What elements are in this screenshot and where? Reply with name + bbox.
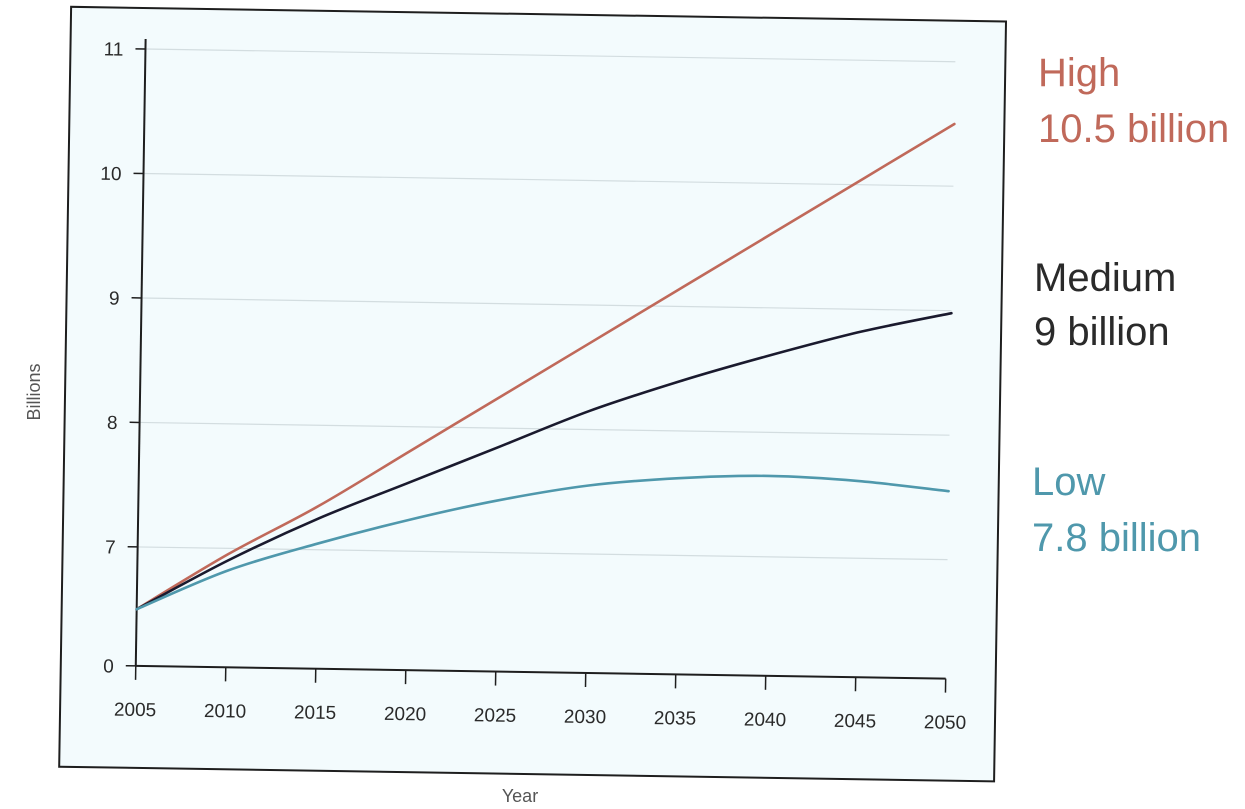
x-tick-label: 2005 (114, 700, 157, 722)
legend-low-name: Low (1032, 460, 1105, 504)
x-tick-label: 2040 (744, 709, 787, 731)
x-tick-label: 2015 (294, 702, 337, 724)
y-ticks: 0 7 8 9 10 11 (100, 39, 146, 678)
plot-card-background (58, 5, 1008, 783)
y-axis-line (134, 38, 147, 666)
x-tick-label: 2010 (204, 701, 247, 723)
plot-card: 0 7 8 9 10 11 2005 2010 2015 2020 2025 2030 2035 204… (58, 5, 1008, 783)
grid-lines (137, 48, 956, 561)
legend-medium-value: 9 billion (1034, 310, 1170, 354)
x-tick-label: 2050 (924, 712, 967, 734)
series-line-low (135, 474, 950, 611)
y-tick-label: 8 (107, 413, 118, 434)
y-tick-label: 7 (105, 537, 116, 558)
legend-high-name: High (1038, 51, 1120, 95)
y-tick-label: 10 (100, 164, 121, 185)
x-tick-label: 2025 (474, 705, 517, 727)
series-lines (135, 122, 956, 611)
legend-high-value: 10.5 billion (1038, 107, 1229, 151)
x-axis-line (135, 664, 946, 680)
grid-line-7 (137, 546, 948, 561)
legend-medium-name: Medium (1034, 256, 1176, 300)
axes (134, 38, 946, 680)
series-line-medium (135, 311, 953, 611)
y-tick-label: 9 (109, 288, 120, 309)
x-axis-title: Year (502, 786, 538, 806)
y-tick-label: 11 (104, 39, 124, 60)
grid-line-9 (141, 297, 952, 312)
x-tick-label: 2045 (834, 711, 877, 733)
y-axis-title: Billions (24, 363, 44, 420)
x-tick-label: 2020 (384, 704, 427, 726)
legend-low-value: 7.8 billion (1032, 516, 1201, 560)
x-tick-label: 2035 (654, 708, 697, 730)
grid-line-11 (145, 48, 956, 63)
x-tick-label: 2030 (564, 707, 607, 729)
series-line-high (135, 122, 956, 611)
grid-line-10 (143, 172, 954, 187)
y-tick-label: 0 (103, 656, 114, 677)
x-ticks: 2005 2010 2015 2020 2025 2030 2035 2040 2045 2050 (114, 665, 967, 734)
legend: High 10.5 billion Medium 9 billion Low 7… (1032, 51, 1229, 560)
